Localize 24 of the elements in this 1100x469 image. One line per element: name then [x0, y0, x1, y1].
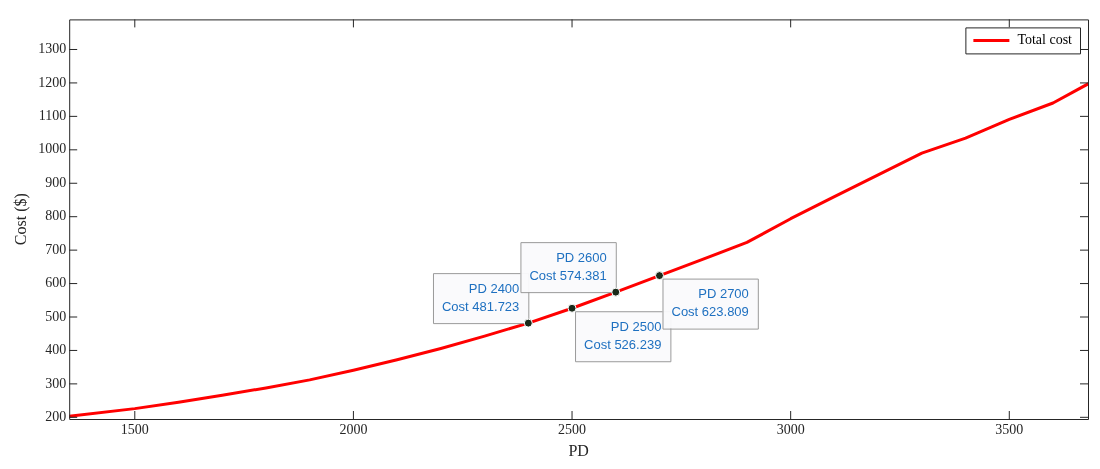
- y-tick-label: 400: [45, 342, 67, 358]
- x-tick-label: 2500: [558, 422, 587, 438]
- annotation: PD 2500 Cost 526.239: [584, 318, 662, 352]
- y-axis-title: Cost ($): [11, 193, 30, 246]
- x-tick-label: 2000: [339, 422, 368, 438]
- y-tick-label: 1000: [38, 141, 67, 157]
- y-tick-label: 900: [45, 174, 67, 190]
- y-tick-label: 700: [45, 241, 67, 257]
- annotation: PD 2400 Cost 481.723: [441, 280, 520, 314]
- x-tick-label: 1500: [120, 422, 149, 438]
- x-tick-label: 3500: [995, 422, 1024, 438]
- y-tick-label: 200: [45, 409, 67, 424]
- y-tick-label: 300: [45, 375, 67, 391]
- x-tick-label: 3000: [776, 422, 805, 438]
- x-axis-title: PD: [568, 441, 589, 459]
- y-tick-label: 1300: [38, 41, 67, 57]
- y-tick-label: 600: [45, 275, 67, 291]
- y-tick-label: 1100: [38, 108, 67, 124]
- annotation: PD 2700 Cost 623.809: [671, 286, 749, 320]
- y-tick-label: 1200: [38, 74, 67, 90]
- y-tick-label: 500: [45, 308, 67, 324]
- annotation: PD 2600 Cost 574.381: [529, 249, 607, 283]
- y-tick-label: 800: [45, 208, 67, 224]
- legend-label: Total cost: [1017, 32, 1073, 48]
